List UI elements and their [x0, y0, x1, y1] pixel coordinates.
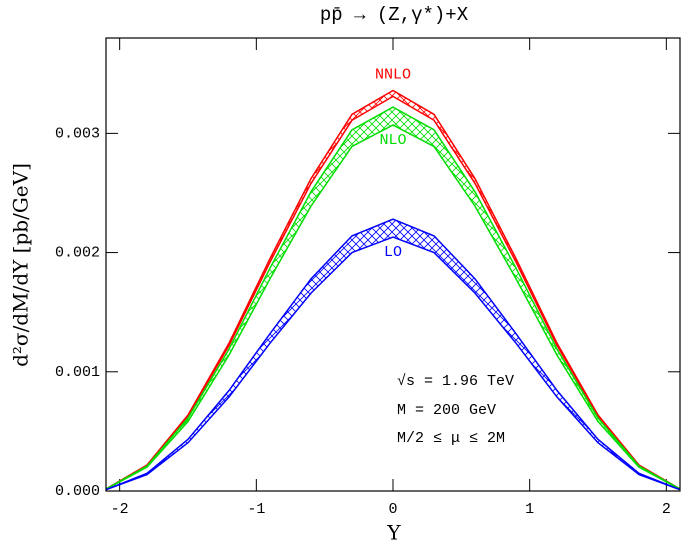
chart-title: pp̄ → (Z,γ*)+X	[320, 4, 469, 26]
y-tick-label: 0.001	[55, 364, 100, 381]
annotation: M = 200 GeV	[397, 402, 496, 419]
band-edge	[105, 218, 681, 491]
band-edge	[105, 95, 681, 490]
plot-frame	[105, 37, 681, 492]
series-label: LO	[384, 244, 402, 261]
band-edge	[105, 106, 681, 490]
series-label: NLO	[379, 132, 406, 149]
y-tick-label: 0.000	[55, 483, 100, 500]
x-axis-label: Y	[386, 521, 401, 545]
band-fill	[106, 107, 680, 490]
band-edge	[105, 89, 681, 490]
x-tick-label: -2	[111, 501, 129, 518]
y-tick-label: 0.003	[55, 125, 100, 142]
y-tick-label: 0.002	[55, 245, 100, 262]
band-fill	[106, 90, 680, 490]
annotation: √s = 1.96 TeV	[397, 372, 514, 390]
x-tick-label: 1	[525, 501, 534, 518]
x-tick-label: 2	[662, 501, 671, 518]
series-label: NNLO	[375, 66, 411, 83]
band-edge	[105, 236, 681, 491]
x-tick-label: 0	[388, 501, 397, 518]
y-axis-label: d²σ/dM/dY [pb/GeV]	[9, 163, 33, 367]
annotation: M/2 ≤ μ ≤ 2M	[397, 430, 505, 447]
x-tick-label: -1	[247, 501, 265, 518]
band-edge	[105, 124, 681, 490]
